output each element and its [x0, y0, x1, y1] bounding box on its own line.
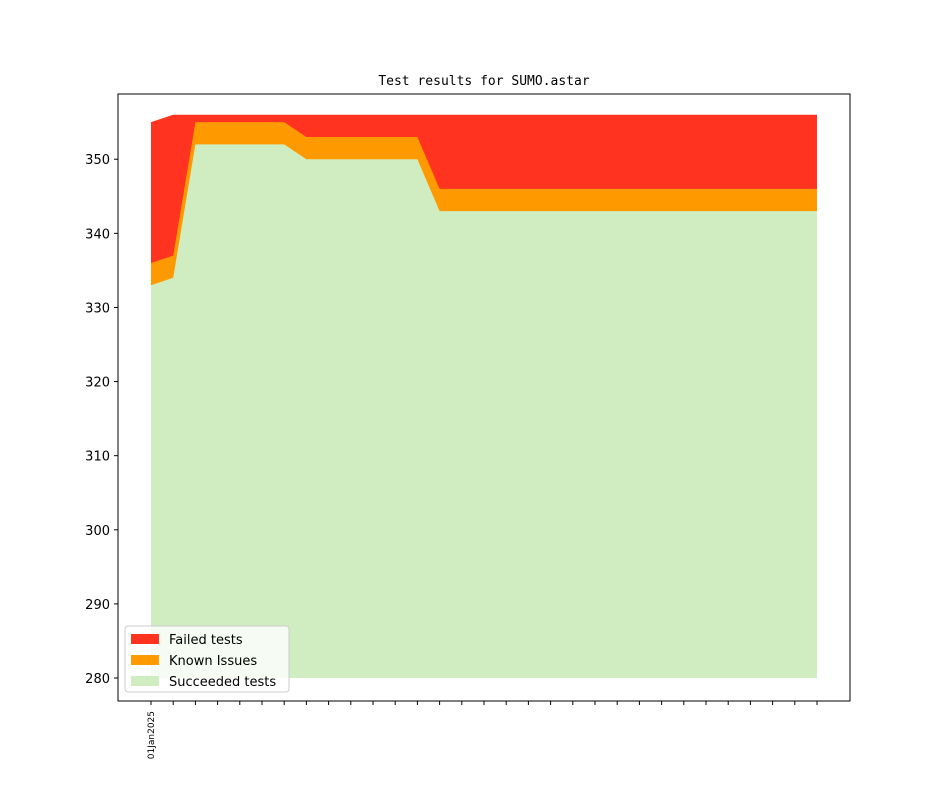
y-tick-label: 340 [85, 227, 110, 242]
y-tick-label: 300 [85, 524, 110, 539]
y-tick-label: 280 [85, 672, 110, 687]
x-tick-label: 01Jan2025 [147, 711, 157, 759]
legend-label: Failed tests [169, 633, 243, 648]
succeeded-tests-area [151, 144, 817, 679]
y-tick-label: 320 [85, 376, 110, 391]
y-tick-label: 310 [85, 450, 110, 465]
legend-box [124, 625, 290, 693]
legend-swatch [131, 634, 159, 644]
legend: Failed tests Known Issues Succeeded tests [124, 625, 290, 693]
stacked-areas [151, 114, 817, 679]
y-tick-label: 290 [85, 598, 110, 613]
y-tick-label: 330 [85, 301, 110, 316]
legend-label: Succeeded tests [169, 675, 276, 690]
chart-title: Test results for SUMO.astar [378, 74, 589, 89]
y-axis: 280 290 300 310 320 330 340 350 [85, 153, 118, 687]
legend-swatch [131, 655, 159, 665]
y-tick-label: 350 [85, 153, 110, 168]
x-axis: 01Jan2025 [147, 701, 818, 759]
legend-swatch [131, 676, 159, 686]
legend-label: Known Issues [169, 654, 257, 669]
